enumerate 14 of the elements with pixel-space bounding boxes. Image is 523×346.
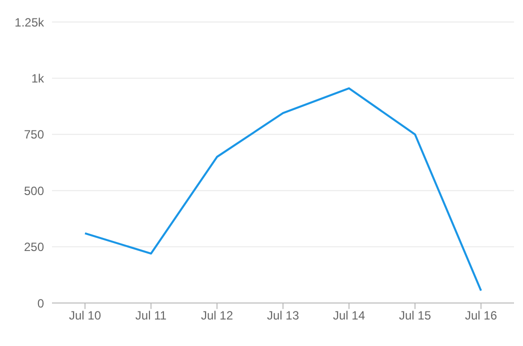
x-tick-label: Jul 14 [332, 308, 366, 323]
y-tick-label: 1.25k [14, 15, 45, 30]
x-tick-label: Jul 16 [464, 308, 498, 323]
x-tick-label: Jul 10 [68, 308, 102, 323]
x-tick-label: Jul 11 [135, 308, 167, 323]
x-tick-label: Jul 13 [266, 308, 300, 323]
y-tick-label: 1k [31, 71, 45, 86]
y-tick-label: 500 [24, 184, 44, 198]
y-tick-label: 250 [24, 240, 44, 254]
x-tick-label: Jul 15 [398, 308, 432, 323]
y-tick-label: 0 [37, 296, 44, 310]
x-tick-label: Jul 12 [200, 308, 234, 323]
line-series [84, 87, 482, 292]
y-tick-label: 750 [24, 128, 44, 142]
